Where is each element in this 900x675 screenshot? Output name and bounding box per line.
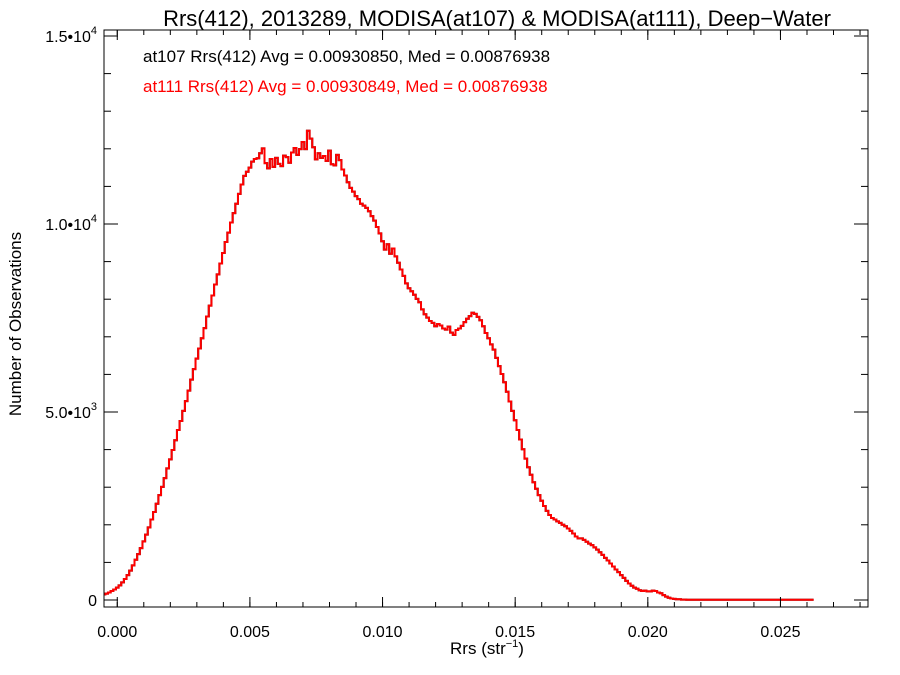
x-tick-label: 0.025	[760, 624, 800, 641]
series-line-1	[104, 129, 814, 601]
chart-title: Rrs(412), 2013289, MODISA(at107) & MODIS…	[163, 6, 831, 31]
x-axis-label: Rrs (str−1)	[450, 638, 524, 658]
y-tick-exponent: 4	[91, 25, 97, 37]
x-tick-label: 0.000	[97, 624, 137, 641]
annotation-1: at107 Rrs(412) Avg = 0.00930850, Med = 0…	[143, 47, 550, 66]
x-axis-ticks: 0.000 0.005 0.010 0.015 0.020 0.025	[97, 30, 861, 641]
y-tick-mantissa: 1.0•10	[45, 217, 91, 234]
series-layer	[104, 129, 814, 601]
series-line-2	[104, 129, 814, 601]
y-tick-label: 1.5•104	[45, 25, 97, 46]
x-tick-label: 0.020	[628, 624, 668, 641]
y-tick-label: 5.0•103	[45, 401, 97, 422]
y-tick-label: 1.0•104	[45, 213, 97, 234]
plot-frame	[103, 29, 869, 608]
y-tick-mantissa: 0	[88, 593, 97, 610]
y-tick-label: 0	[88, 593, 97, 610]
y-tick-mantissa: 1.5•10	[45, 29, 91, 46]
y-tick-exponent: 3	[91, 401, 97, 413]
x-axis-label-main: Rrs (str	[450, 639, 506, 658]
y-axis-label: Number of Observations	[6, 232, 25, 416]
x-tick-label: 0.010	[363, 624, 403, 641]
x-axis-label-close: )	[518, 639, 524, 658]
annotation-2: at111 Rrs(412) Avg = 0.00930849, Med = 0…	[143, 77, 548, 96]
x-axis-label-sup: −1	[506, 638, 519, 650]
annotations: at107 Rrs(412) Avg = 0.00930850, Med = 0…	[143, 47, 550, 96]
y-tick-exponent: 4	[91, 213, 97, 225]
x-tick-label: 0.005	[230, 624, 270, 641]
x-tick-label: 0.015	[495, 624, 535, 641]
y-tick-mantissa: 5.0•10	[45, 405, 91, 422]
